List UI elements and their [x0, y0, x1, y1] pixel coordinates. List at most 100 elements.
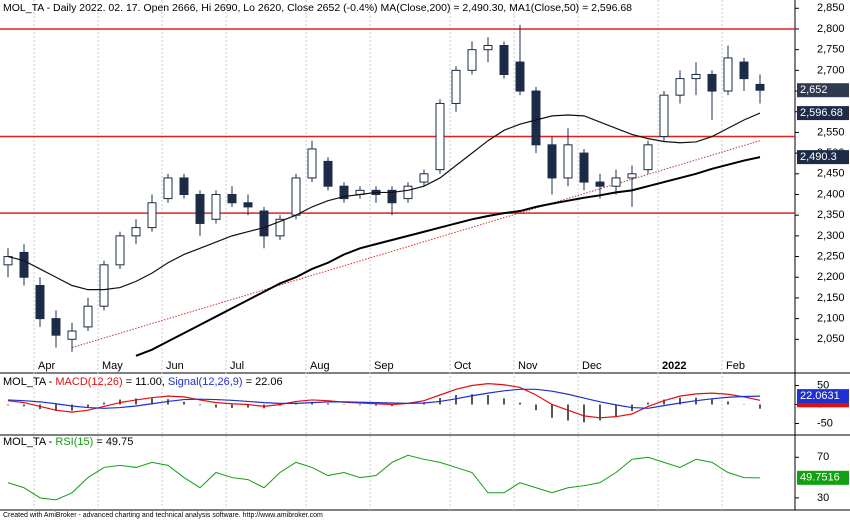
value-label-box	[797, 150, 849, 165]
value-label-box	[797, 389, 849, 404]
candle-body	[115, 235, 125, 266]
x-tick-label: 2022	[662, 360, 686, 372]
candle-body	[595, 181, 605, 187]
candle-body	[531, 90, 541, 146]
candle-body	[723, 57, 733, 92]
indicator-line	[7, 454, 761, 501]
candle-body	[707, 73, 717, 92]
y-tick-label: 2,400	[817, 188, 845, 200]
legend-value: = 49.75	[93, 436, 133, 448]
y-tick-label: 2,550	[817, 126, 845, 138]
y-tick-label: 2,450	[817, 168, 845, 180]
y-tick-label: 2,250	[817, 250, 845, 262]
value-label-box	[797, 106, 849, 121]
chart-title: MOL_TA - Daily 2022. 02. 17. Open 2666, …	[3, 2, 632, 14]
y-tick-label: 2,850	[817, 2, 845, 14]
y-tick-label: 2,750	[817, 44, 845, 56]
x-tick-label: Jul	[230, 360, 244, 372]
indicator-line	[7, 382, 761, 419]
value-label: 49.7516	[800, 472, 840, 484]
legend-name: MACD(12,26)	[55, 376, 122, 388]
y-tick-label: 2,100	[817, 313, 845, 325]
pane-title-prefix: MOL_TA -	[3, 376, 55, 388]
candle-body	[275, 218, 285, 237]
value-label: 2,490.3	[800, 151, 837, 163]
candle-body	[467, 49, 477, 71]
x-tick-label: Sep	[374, 360, 394, 372]
candle-body	[627, 173, 637, 179]
candle-body	[227, 193, 237, 204]
candle-body	[403, 185, 413, 200]
x-tick-label: Oct	[454, 360, 471, 372]
candle-body	[387, 189, 397, 204]
candle-body	[211, 193, 221, 220]
candle-body	[451, 69, 461, 104]
candle-body	[659, 94, 669, 138]
candle-body	[691, 73, 701, 80]
candle-body	[163, 177, 173, 200]
candle-body	[419, 173, 429, 183]
x-tick-label: Jun	[166, 360, 184, 372]
candle-body	[563, 144, 573, 179]
legend-name: Signal(12,26,9)	[168, 376, 243, 388]
candle-body	[67, 330, 77, 340]
candle-body	[51, 318, 61, 336]
footer: Created with AmiBroker - advanced charti…	[3, 512, 323, 519]
y-tick-label: 2,050	[817, 333, 845, 345]
candle-body	[19, 251, 29, 278]
candle-body	[435, 102, 445, 171]
candle-body	[99, 264, 109, 307]
y-tick-label: 50	[817, 379, 829, 391]
candle-body	[323, 160, 333, 187]
value-label: 2,652	[800, 84, 828, 96]
candle-body	[755, 83, 765, 91]
legend-value: = 22.06	[243, 376, 283, 388]
x-tick-label: Feb	[726, 360, 745, 372]
pane-title: MOL_TA - MACD(12,26) = 11.00, Signal(12,…	[3, 376, 283, 388]
candle-body	[611, 177, 621, 187]
candle-body	[259, 210, 269, 237]
y-tick-label: -50	[817, 417, 833, 429]
candle-body	[499, 45, 509, 75]
y-tick-label: 2,200	[817, 271, 845, 283]
candle-body	[483, 45, 493, 51]
candle-body	[35, 285, 45, 320]
pane-title: MOL_TA - RSI(15) = 49.75	[3, 436, 133, 448]
candle-body	[291, 177, 301, 216]
value-label-box	[797, 470, 849, 485]
ma-line	[135, 156, 761, 357]
value-label: 2,596.68	[800, 107, 843, 119]
candle-body	[195, 193, 205, 224]
candle-body	[579, 152, 589, 183]
y-tick-label: 2,300	[817, 230, 845, 242]
y-tick-label: 2,150	[817, 292, 845, 304]
y-tick-label: 2,800	[817, 23, 845, 35]
candle-body	[83, 305, 93, 328]
x-tick-label: Apr	[38, 360, 55, 372]
legend-value: = 11.00,	[123, 376, 168, 388]
pane-title-prefix: MOL_TA -	[3, 436, 55, 448]
value-label-box	[797, 83, 849, 98]
candle-body	[547, 144, 557, 179]
x-tick-label: Aug	[310, 360, 330, 372]
ma-line	[7, 112, 761, 291]
indicator-line	[7, 388, 761, 409]
x-tick-label: Dec	[582, 360, 602, 372]
legend-name: RSI(15)	[55, 436, 93, 448]
candle-body	[643, 144, 653, 171]
y-tick-label: 30	[817, 492, 829, 504]
x-tick-label: May	[102, 360, 123, 372]
y-tick-label: 70	[817, 451, 829, 463]
x-tick-label: Nov	[518, 360, 538, 372]
candle-body	[307, 148, 317, 179]
candle-body	[243, 202, 253, 208]
candle-body	[179, 177, 189, 195]
candle-body	[515, 61, 525, 92]
candle-body	[3, 256, 13, 266]
y-tick-label: 2,700	[817, 64, 845, 76]
candle-body	[739, 61, 749, 80]
candle-body	[675, 78, 685, 96]
value-label: 22.0631	[800, 390, 840, 402]
